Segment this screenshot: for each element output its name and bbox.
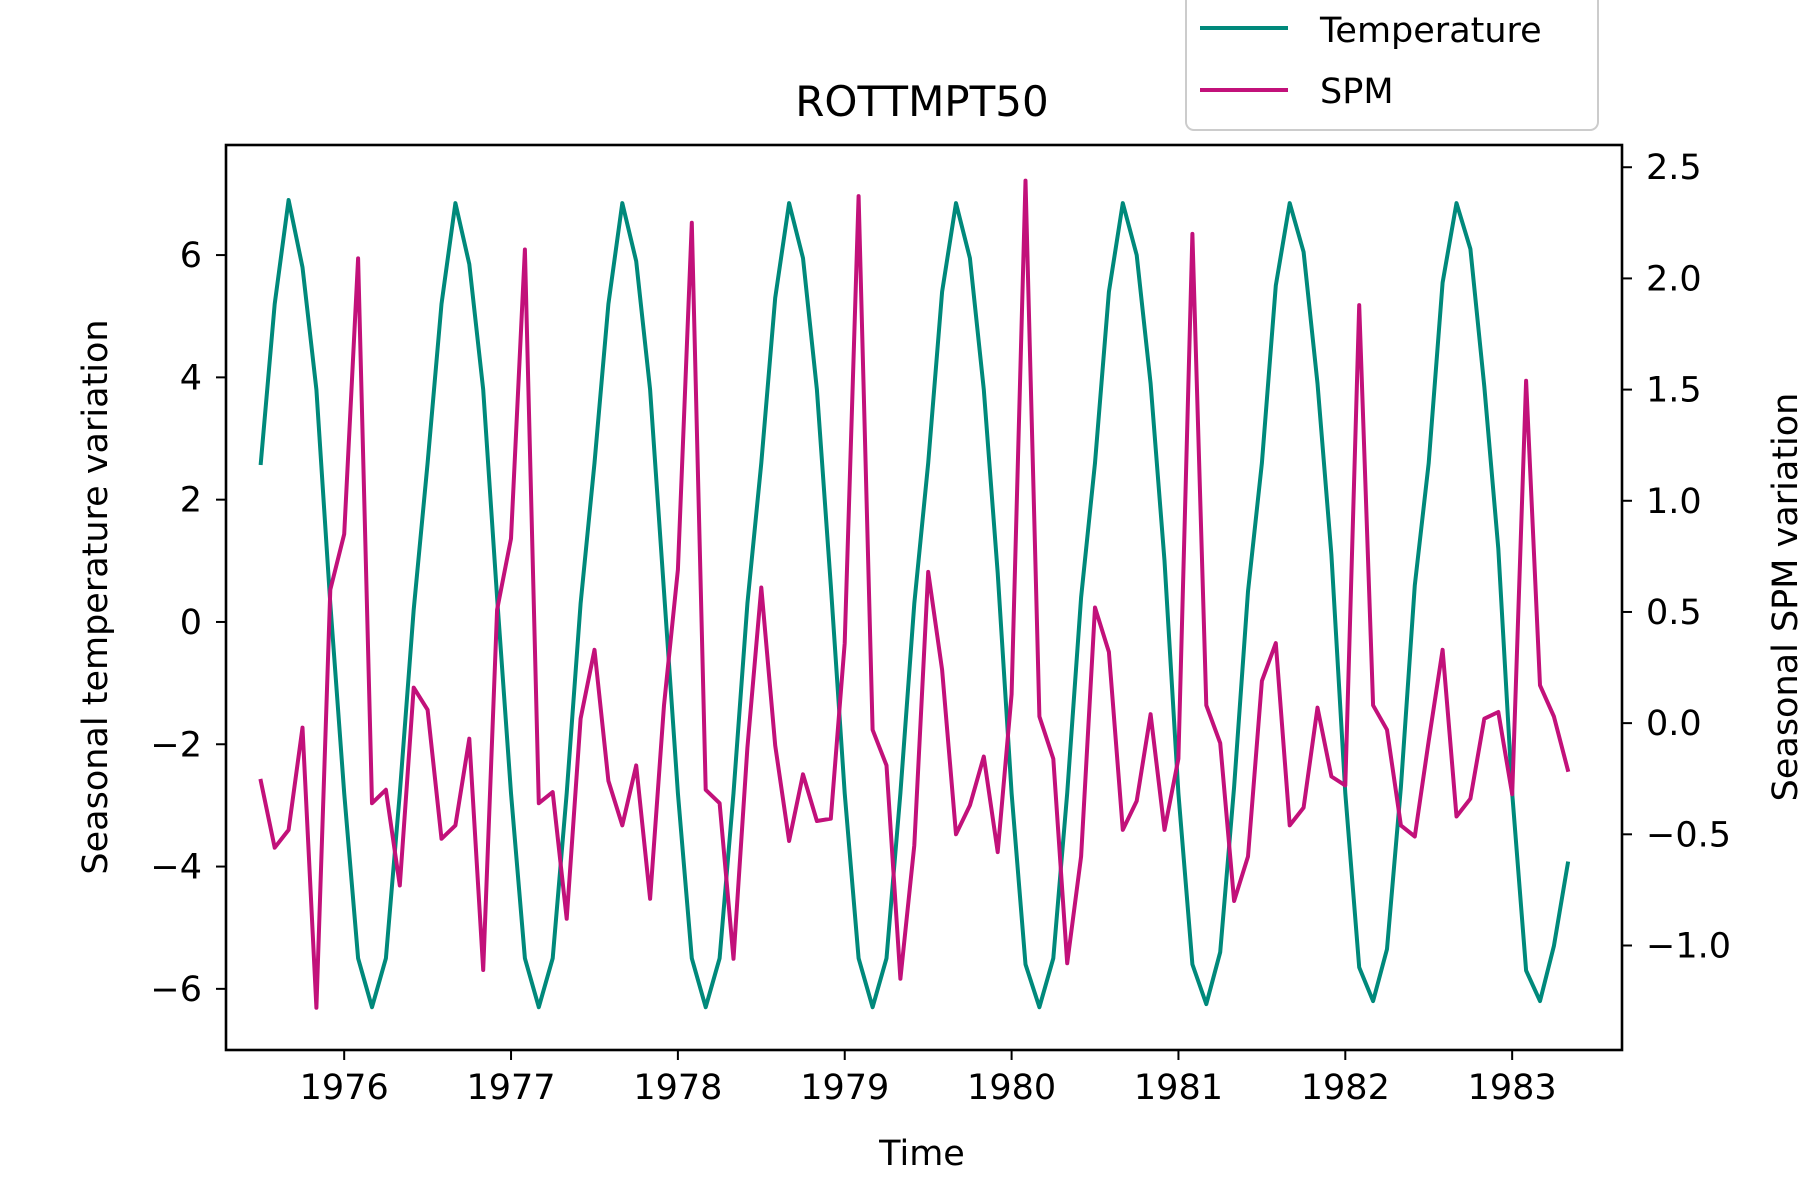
y-right-tick-label: −1.0 <box>1646 926 1731 966</box>
y-right-tick-label: 2.0 <box>1646 259 1702 299</box>
x-tick-label: 1977 <box>466 1068 555 1108</box>
y-left-tick-label: 0 <box>180 603 202 643</box>
legend: Temperature SPM <box>1185 0 1599 131</box>
series-line-temperature <box>258 198 1571 1010</box>
x-tick-label: 1976 <box>300 1068 389 1108</box>
x-tick-label: 1978 <box>633 1068 722 1108</box>
x-tick-label: 1981 <box>1134 1068 1223 1108</box>
y-left-tick-label: −4 <box>150 848 202 888</box>
x-tick-label: 1983 <box>1468 1068 1557 1108</box>
x-tick-label: 1980 <box>967 1068 1056 1108</box>
y-right-tick-label: 0.0 <box>1646 704 1702 744</box>
legend-label-temperature: Temperature <box>1319 11 1542 51</box>
chart-title: ROTTMPT50 <box>795 77 1048 126</box>
x-axis: 1976 1977 1978 1979 1980 1981 1982 1983 <box>300 1050 1557 1108</box>
y-left-tick-label: 6 <box>180 236 202 276</box>
y-axis-left-title: Seasonal temperature variation <box>76 319 116 874</box>
series-line-spm <box>258 178 1571 1010</box>
y-right-tick-label: −0.5 <box>1646 815 1731 855</box>
y-right-tick-label: 0.5 <box>1646 593 1702 633</box>
x-tick-label: 1979 <box>800 1068 889 1108</box>
x-tick-label: 1982 <box>1301 1068 1390 1108</box>
y-axis-left: −6 −4 −2 0 2 4 6 <box>150 236 226 1010</box>
y-axis-right: −1.0 −0.5 0.0 0.5 1.0 1.5 2.0 2.5 <box>1622 148 1731 966</box>
y-left-tick-label: 2 <box>180 481 202 521</box>
y-right-tick-label: 1.0 <box>1646 482 1702 522</box>
y-left-tick-label: 4 <box>180 358 202 398</box>
y-left-tick-label: −2 <box>150 725 202 765</box>
legend-box <box>1185 0 1599 131</box>
legend-label-spm: SPM <box>1320 72 1394 112</box>
y-right-tick-label: 1.5 <box>1646 371 1702 411</box>
y-axis-right-title: Seasonal SPM variation <box>1766 393 1800 802</box>
series-layer <box>258 178 1571 1010</box>
y-left-tick-label: −6 <box>150 970 202 1010</box>
y-right-tick-label: 2.5 <box>1646 148 1702 188</box>
x-axis-title: Time <box>878 1134 965 1174</box>
plot-frame <box>224 143 1624 1052</box>
